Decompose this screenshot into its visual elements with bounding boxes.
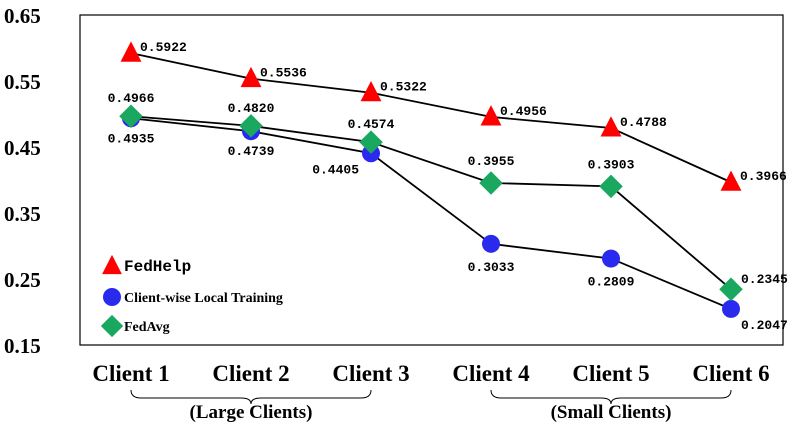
category-groups: (Large Clients) (Small Clients) bbox=[130, 389, 732, 423]
y-tick-label: 0.45 bbox=[4, 136, 41, 160]
x-tick-label: Client 6 bbox=[692, 361, 769, 386]
diamond-marker bbox=[599, 174, 623, 199]
circle-marker bbox=[722, 299, 740, 318]
triangle-marker bbox=[720, 170, 742, 191]
y-tick-label: 0.25 bbox=[4, 268, 41, 292]
data-label: 0.3955 bbox=[468, 154, 515, 169]
data-labels: 0.5922 0.5536 0.5322 0.4956 0.4788 0.3966 0.49… bbox=[108, 40, 788, 333]
series-lines bbox=[130, 52, 732, 310]
diamond-marker bbox=[119, 104, 143, 129]
diamond-marker bbox=[719, 277, 743, 302]
data-label: 0.5536 bbox=[260, 66, 307, 81]
data-label: 0.2809 bbox=[588, 275, 635, 290]
data-label: 0.2345 bbox=[741, 272, 788, 287]
y-tick-label: 0.55 bbox=[4, 70, 41, 94]
x-tick-label: Client 5 bbox=[572, 361, 649, 386]
y-tick-label: 0.65 bbox=[4, 4, 41, 28]
legend-marker bbox=[100, 314, 124, 338]
x-tick-label: Client 2 bbox=[212, 361, 289, 386]
legend-label: FedHelp bbox=[124, 258, 191, 276]
data-label: 0.5322 bbox=[380, 80, 427, 95]
data-label: 0.4405 bbox=[312, 162, 359, 177]
data-label: 0.4935 bbox=[108, 131, 155, 146]
series-line bbox=[130, 52, 732, 184]
plot-frame bbox=[79, 14, 784, 346]
data-label: 0.3966 bbox=[740, 169, 787, 184]
y-tick-label: 0.15 bbox=[4, 334, 41, 358]
circle-marker bbox=[602, 249, 620, 268]
data-label: 0.4788 bbox=[620, 115, 667, 130]
triangle-marker bbox=[360, 80, 382, 102]
x-tick-label: Client 4 bbox=[452, 361, 530, 386]
group-brace bbox=[490, 389, 732, 405]
diamond-marker bbox=[239, 114, 263, 138]
x-tick-label: Client 3 bbox=[332, 361, 409, 386]
data-label: 0.4574 bbox=[348, 117, 395, 132]
legend-label: Client-wise Local Training bbox=[124, 291, 283, 306]
plot-border bbox=[79, 14, 784, 346]
triangle-marker bbox=[600, 116, 622, 137]
data-label: 0.5922 bbox=[140, 40, 187, 55]
diamond-marker bbox=[359, 130, 383, 154]
legend-marker bbox=[103, 288, 121, 306]
legend: FedHelp Client-wise Local Training FedAvg bbox=[100, 254, 283, 338]
triangle-marker bbox=[120, 41, 142, 62]
legend-label: FedAvg bbox=[124, 320, 170, 335]
circle-marker bbox=[482, 234, 500, 253]
data-label: 0.4956 bbox=[500, 104, 547, 119]
group-brace bbox=[130, 389, 372, 405]
x-tick-label: Client 1 bbox=[92, 361, 169, 386]
data-label: 0.3033 bbox=[468, 260, 515, 275]
group-label: (Large Clients) bbox=[190, 402, 313, 423]
triangle-marker bbox=[480, 105, 502, 126]
x-axis-ticks: Client 1 Client 2 Client 3 Client 4 Client 5… bbox=[92, 361, 769, 386]
series-line bbox=[130, 115, 732, 290]
data-label: 0.4820 bbox=[228, 101, 275, 116]
group-label: (Small Clients) bbox=[551, 402, 672, 423]
legend-marker bbox=[102, 254, 122, 275]
data-label: 0.2047 bbox=[741, 318, 788, 333]
series-line bbox=[130, 117, 732, 310]
series-markers bbox=[119, 41, 743, 318]
data-label: 0.4739 bbox=[228, 144, 275, 159]
y-tick-label: 0.35 bbox=[4, 202, 41, 226]
data-label: 0.4966 bbox=[108, 91, 155, 106]
y-axis-ticks: 0.15 0.25 0.35 0.45 0.55 0.65 bbox=[4, 4, 41, 358]
triangle-marker bbox=[240, 66, 262, 88]
data-label: 0.3903 bbox=[588, 157, 635, 172]
diamond-marker bbox=[479, 171, 503, 195]
